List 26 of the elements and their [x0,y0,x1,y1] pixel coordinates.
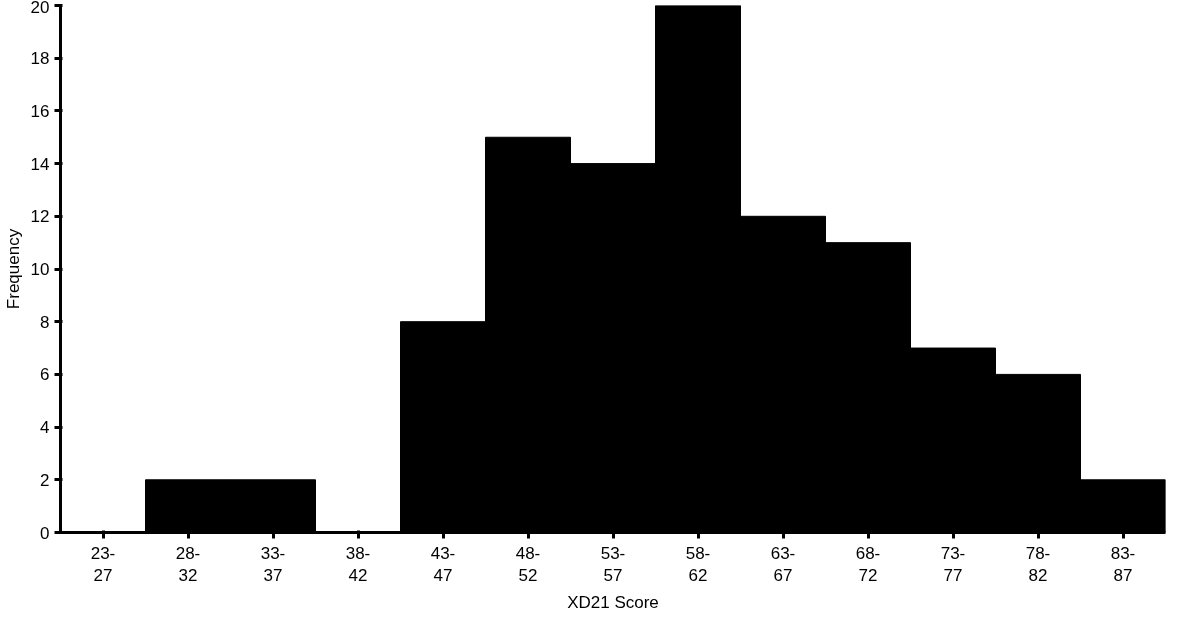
x-tick-label: 68- 72 [855,543,881,586]
y-tick-label: 4 [40,418,50,438]
y-tick-label: 2 [40,470,50,490]
x-tick-label: 53- 57 [600,543,626,586]
x-tick-label: 63- 67 [770,543,796,586]
x-tick-label: 43- 47 [430,543,456,586]
y-tick-label: 10 [30,260,50,279]
y-tick-label: 16 [30,101,50,121]
x-tick-label: 58- 62 [685,543,711,586]
x-tick-label: 28- 32 [175,543,201,586]
x-tick-label: 48- 52 [515,543,541,586]
y-tick-label: 0 [40,523,50,543]
x-axis-title: XD21 Score [567,593,659,613]
y-tick-label: 18 [30,49,50,69]
y-tick-label: 14 [30,154,50,174]
y-tick-label: 12 [30,207,50,227]
x-tick-label: 78- 82 [1025,543,1051,586]
x-tick-label: 73- 77 [940,543,966,586]
y-axis-title: Frequency [3,228,23,310]
y-tick-label: 8 [40,312,50,332]
x-tick-label: 23- 27 [90,543,116,586]
x-tick-label: 33- 37 [260,543,286,586]
y-tick-label: 20 [30,0,50,17]
y-tick-label: 6 [40,365,50,385]
x-tick-label: 38- 42 [345,543,371,586]
x-tick-label: 83- 87 [1110,543,1136,586]
